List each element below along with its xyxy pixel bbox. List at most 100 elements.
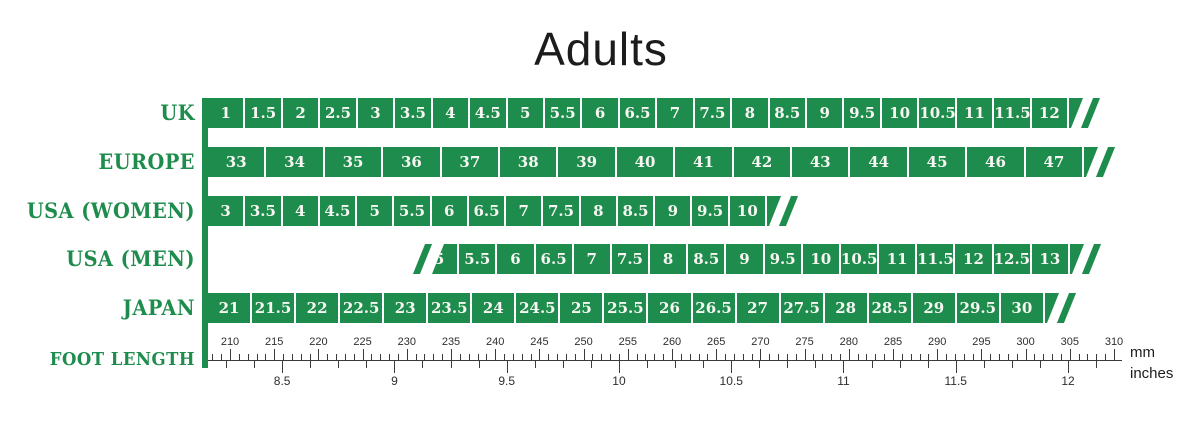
mm-tick <box>1105 354 1107 360</box>
size-cell: 29.5 <box>957 293 999 323</box>
mm-tick-label: 260 <box>662 336 682 348</box>
mm-tick <box>910 354 912 360</box>
size-cell: 11.5 <box>917 244 953 274</box>
mm-tick <box>751 354 753 360</box>
inch-tick <box>647 361 649 368</box>
bar-continuation-stripe <box>1080 98 1101 128</box>
mm-tick-label: 285 <box>883 336 903 348</box>
mm-tick <box>415 354 417 360</box>
size-cell: 7 <box>657 98 692 128</box>
mm-tick <box>990 354 992 360</box>
mm-tick <box>397 354 399 360</box>
mm-tick <box>1052 354 1054 360</box>
mm-tick <box>504 354 506 360</box>
inch-tick-label: 11.5 <box>944 374 967 388</box>
bar-end-cap <box>1045 293 1059 323</box>
inch-tick <box>226 361 228 368</box>
mm-tick-label: 280 <box>839 336 858 348</box>
inch-tick <box>590 361 592 368</box>
inch-tick <box>534 361 536 368</box>
mm-tick <box>256 354 258 360</box>
mm-tick <box>742 354 744 360</box>
size-cell: 9 <box>655 196 690 226</box>
mm-tick-label: 215 <box>265 336 284 348</box>
size-cell: 22.5 <box>340 293 382 323</box>
size-cell: 12 <box>955 244 991 274</box>
mm-tick <box>680 354 682 360</box>
size-cell: 28 <box>825 293 867 323</box>
size-cell: 23.5 <box>428 293 470 323</box>
mm-tick <box>389 354 391 360</box>
inch-tick <box>1096 361 1098 368</box>
mm-tick <box>539 349 541 360</box>
mm-tick <box>212 354 214 360</box>
size-cell: 30 <box>1001 293 1043 323</box>
size-cell: 6 <box>432 196 467 226</box>
bar-continuation-stripe <box>412 244 433 274</box>
inch-tick <box>983 361 985 368</box>
mm-tick <box>689 354 691 360</box>
mm-tick-label: 210 <box>220 336 240 348</box>
mm-tick <box>1060 354 1062 360</box>
inch-tick <box>366 361 368 368</box>
size-cell: 21.5 <box>252 293 294 323</box>
mm-tick <box>663 354 665 360</box>
mm-tick <box>733 354 735 360</box>
size-cell: 12 <box>1032 98 1067 128</box>
mm-tick <box>716 349 718 360</box>
mm-tick <box>928 354 930 360</box>
mm-tick <box>981 349 983 360</box>
size-row-uk: 1 1.5 2 2.5 3 3.5 4 4.5 5 5.5 6 6.5 7 7.5 8 8.5 9 9.5 10 10… <box>208 98 1083 128</box>
mm-tick <box>725 354 727 360</box>
size-cell: 28.5 <box>869 293 911 323</box>
mm-tick <box>583 349 585 360</box>
mm-tick <box>221 354 223 360</box>
mm-tick <box>769 354 771 360</box>
mm-tick <box>822 354 824 360</box>
size-cell: 24.5 <box>516 293 558 323</box>
size-cell: 46 <box>967 147 1023 177</box>
inch-tick <box>254 361 256 368</box>
size-cell: 11 <box>879 244 915 274</box>
mm-tick <box>300 354 302 360</box>
mm-tick <box>424 354 426 360</box>
mm-tick-label: 235 <box>441 336 461 348</box>
size-cell: 42 <box>734 147 790 177</box>
size-cell: 10 <box>882 98 917 128</box>
mm-tick <box>353 354 355 360</box>
row-label-japan: JAPAN <box>122 295 195 320</box>
mm-tick <box>565 354 567 360</box>
size-cell: 8 <box>732 98 767 128</box>
size-cell: 9.5 <box>765 244 801 274</box>
size-cell: 5.5 <box>459 244 495 274</box>
mm-tick <box>1034 354 1036 360</box>
mm-tick <box>804 349 806 360</box>
inch-tick <box>562 361 564 368</box>
mm-tick <box>486 354 488 360</box>
inch-tick <box>1039 361 1041 368</box>
mm-tick <box>778 354 780 360</box>
size-cell: 6 <box>582 98 617 128</box>
size-cell: 33 <box>208 147 264 177</box>
inch-tick-label: 10 <box>612 374 626 388</box>
mm-tick <box>459 354 461 360</box>
size-cell: 25.5 <box>604 293 646 323</box>
size-cell: 7.5 <box>695 98 730 128</box>
size-cell: 45 <box>909 147 965 177</box>
mm-tick <box>1016 354 1018 360</box>
mm-tick <box>627 349 629 360</box>
mm-tick <box>274 349 276 360</box>
bar-end-cap <box>1069 98 1083 128</box>
mm-tick <box>839 354 841 360</box>
mm-tick <box>954 354 956 360</box>
mm-tick <box>230 349 231 360</box>
size-row-europe: 33 34 35 36 37 38 39 40 41 42 43 44 45 46 47 <box>208 147 1098 177</box>
bar-continuation-stripe <box>1095 147 1116 177</box>
size-cell: 26 <box>648 293 690 323</box>
size-cell: 4.5 <box>470 98 505 128</box>
size-cell: 2 <box>283 98 318 128</box>
mm-tick-label: 230 <box>397 336 416 348</box>
row-label-europe: EUROPE <box>98 149 195 174</box>
row-label-usa-women: USA (WOMEN) <box>26 198 195 223</box>
mm-tick <box>557 354 559 360</box>
